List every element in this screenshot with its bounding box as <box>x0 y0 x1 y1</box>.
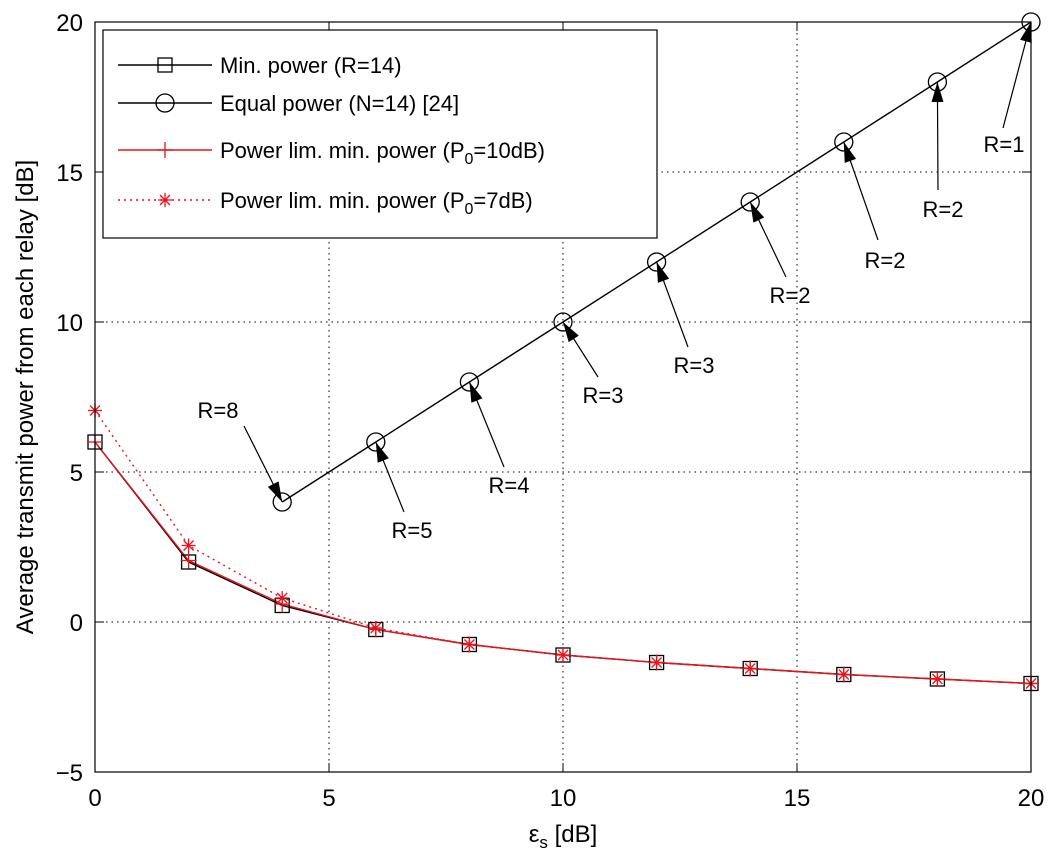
y-tick-label: −5 <box>56 760 83 787</box>
annotation-arrow-head <box>267 481 283 502</box>
y-tick-label: 15 <box>56 160 83 187</box>
annotation-arrow-head <box>843 142 857 163</box>
plus-marker <box>555 647 571 663</box>
circle-marker <box>366 432 386 452</box>
annotation-label: R=5 <box>392 518 433 543</box>
annotations: R=8 R=5 R=4 R=3 R=3 R=2 R=2 R=2 R=1 <box>198 21 1032 543</box>
circle-marker <box>553 312 573 332</box>
plus-marker <box>742 660 759 677</box>
annotation-label: R=2 <box>865 248 906 273</box>
legend-entry: Power lim. min. power (P0=7dB) <box>118 188 533 218</box>
annotation: R=2 <box>843 141 906 273</box>
plus-marker <box>835 666 852 683</box>
plus-marker <box>461 636 478 653</box>
legend-label-text: Equal power (N=14) [24] <box>220 91 459 116</box>
series-markers-1 <box>272 12 1041 512</box>
annotation: R=2 <box>749 201 811 308</box>
plus-marker <box>929 671 946 687</box>
square-marker <box>157 57 173 73</box>
asterisk-marker <box>158 193 172 207</box>
annotation: R=8 <box>198 398 283 503</box>
plus-marker <box>157 142 173 158</box>
circle-marker <box>155 93 175 113</box>
annotation: R=5 <box>375 441 433 543</box>
x-axis-label: εs [dB] <box>529 821 598 852</box>
x-tick-label: 15 <box>784 785 811 812</box>
asterisk-marker-stroke <box>159 194 171 206</box>
annotation-label: R=3 <box>674 353 715 378</box>
circle-marker <box>646 252 667 272</box>
annotation-label: R=4 <box>489 473 530 498</box>
x-axis-label-symbol: ε <box>529 821 540 848</box>
legend: Min. power (R=14) Equal power (N=14) [24]… <box>102 29 658 239</box>
annotation-arrow-head <box>1020 22 1032 43</box>
plus-marker <box>367 621 384 638</box>
y-tick-label: 10 <box>56 310 83 337</box>
annotation-arrow-head <box>656 262 670 283</box>
legend-label-text: Power lim. min. power (P <box>220 138 465 163</box>
legend-entry: Equal power (N=14) [24] <box>118 91 459 116</box>
annotation-label: R=8 <box>198 398 239 423</box>
circle-marker <box>834 132 854 152</box>
plus-marker <box>274 596 291 612</box>
y-axis-label: Average transmit power from each relay [… <box>12 160 39 634</box>
legend-label-subscript: 0 <box>465 151 474 168</box>
annotation-label: R=1 <box>984 132 1025 157</box>
legend-label: Power lim. min. power (P0=7dB) <box>220 188 533 218</box>
plus-marker <box>180 552 197 569</box>
x-tick-label: 10 <box>550 785 577 812</box>
legend-label-tail: =7dB) <box>473 188 532 213</box>
annotation: R=3 <box>562 321 624 408</box>
x-axis-label-subscript: s <box>539 833 548 852</box>
y-tick-label: 0 <box>70 610 83 637</box>
annotation-arrow-head <box>563 322 579 343</box>
annotation-arrow-head <box>469 382 483 403</box>
x-tick-label: 0 <box>88 785 101 812</box>
annotation-label: R=2 <box>923 197 964 222</box>
legend-label: Equal power (N=14) [24] <box>220 91 459 116</box>
annotation-arrow-head <box>931 82 944 103</box>
y-tick-label: 5 <box>70 460 83 487</box>
circle-marker <box>740 192 760 212</box>
plus-marker <box>648 654 665 671</box>
x-tick-label: 20 <box>1018 785 1045 812</box>
circle-marker <box>459 372 480 392</box>
legend-label-text: Power lim. min. power (P <box>220 188 465 213</box>
asterisk-marker <box>181 538 196 553</box>
asterisk-marker-stroke <box>183 540 195 551</box>
x-axis-label-unit: [dB] <box>548 821 597 848</box>
annotation: R=2 <box>923 81 964 222</box>
annotation-arrow-head <box>375 442 389 463</box>
annotation: R=4 <box>468 381 530 498</box>
legend-entry: Min. power (R=14) <box>118 53 402 78</box>
annotation-arrow-head <box>750 202 765 223</box>
legend-label: Min. power (R=14) <box>220 53 402 78</box>
legend-label-subscript: 0 <box>465 201 474 218</box>
y-tick-label: 20 <box>56 10 83 37</box>
x-tick-label: 5 <box>322 785 335 812</box>
annotation: R=3 <box>656 261 715 378</box>
annotation-label: R=3 <box>583 383 624 408</box>
legend-label: Power lim. min. power (P0=10dB) <box>220 138 545 168</box>
annotation-label: R=2 <box>770 283 811 308</box>
legend-label-text: Min. power (R=14) <box>220 53 402 78</box>
circle-marker <box>272 492 292 512</box>
annotation: R=1 <box>984 21 1032 157</box>
legend-label-tail: =10dB) <box>473 138 545 163</box>
legend-entry: Power lim. min. power (P0=10dB) <box>118 138 545 168</box>
